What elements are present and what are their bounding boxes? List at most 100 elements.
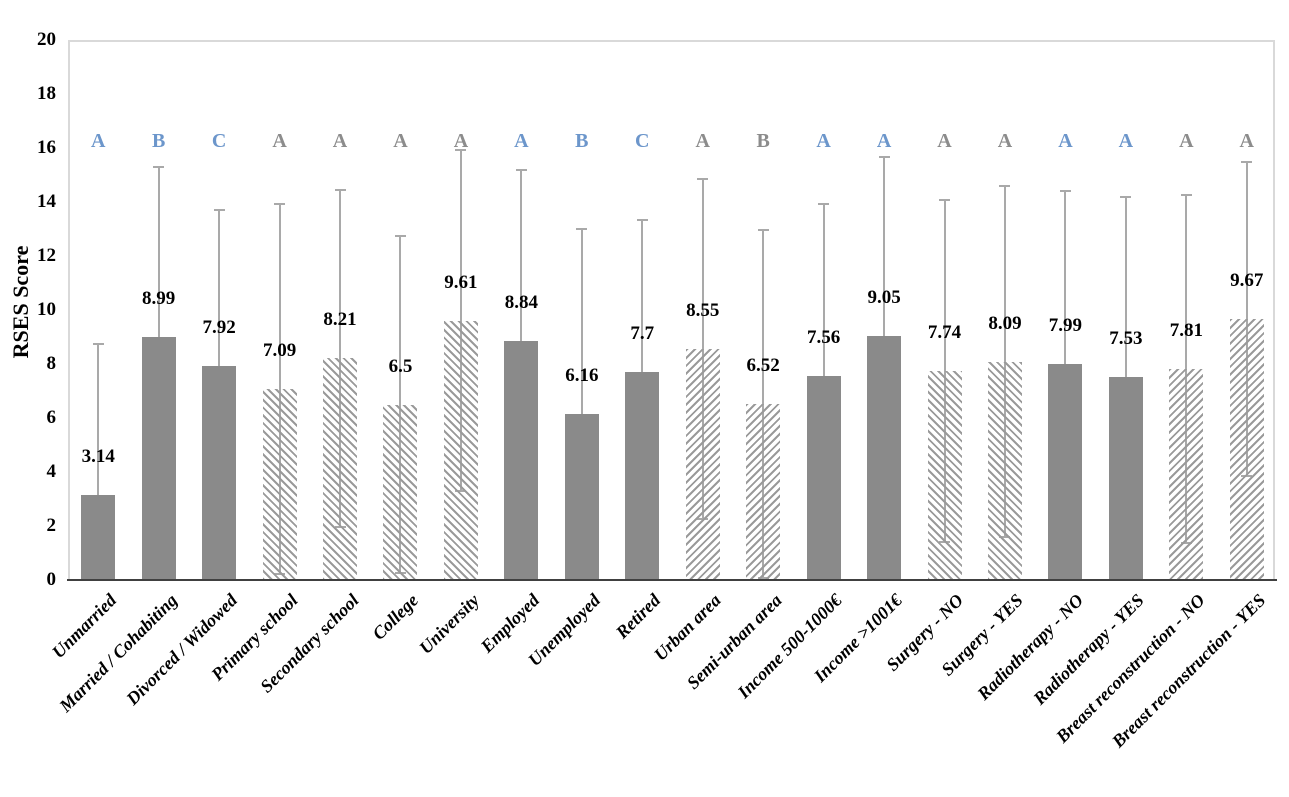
y-tick-label: 8 [46,353,57,374]
y-tick-label: 4 [46,461,57,482]
bar-hatched [443,320,478,580]
value-label: 6.52 [746,354,780,376]
error-bar-line [1245,162,1248,476]
error-bar-top-cap [878,156,890,159]
error-bar-top-cap [334,188,346,191]
significance-letter: A [1058,130,1073,152]
error-bar-top-cap [757,228,769,231]
x-category-label: Divorced / Widowed [122,590,242,709]
significance-letter: C [211,130,227,152]
value-label: 9.67 [1230,269,1264,291]
bar-hatched [987,361,1022,580]
significance-letter: A [695,130,710,152]
x-category-label: Radiotherapy - NO [973,590,1088,704]
y-tick-label: 16 [37,137,56,158]
value-label: 7.99 [1048,315,1083,337]
error-bar-top-cap [455,149,467,152]
error-bar-line [97,344,100,580]
value-label: 6.5 [388,355,413,377]
significance-letter: A [1179,130,1194,152]
value-label: 7.09 [262,339,297,361]
error-bar-line [762,229,765,579]
bar-solid [564,413,599,580]
value-label: 7.56 [807,326,841,348]
significance-letter: A [997,130,1013,152]
error-bar-top-cap [636,218,648,221]
error-bar-top-cap [92,343,104,346]
significance-letter: A [1239,130,1254,152]
error-bar-line [278,203,281,574]
value-label: 6.16 [565,364,599,386]
bar-solid [625,372,660,580]
error-bar-top-cap [515,168,527,171]
error-bar-line [1185,194,1188,544]
bar-solid [1108,376,1143,580]
significance-letter: A [332,130,348,152]
value-label: 8.21 [323,309,357,331]
bar-solid [141,337,176,580]
significance-letter: B [756,130,770,152]
significance-letter: A [1118,130,1134,152]
error-bar-line [520,169,523,513]
error-bar-top-cap [213,208,225,211]
error-bar-line [883,157,886,514]
y-tick-label: 14 [37,191,56,212]
error-bar-top-cap [939,198,951,201]
bar-hatched [927,371,962,580]
significance-letter: C [635,130,650,152]
bar-solid [81,495,116,580]
value-label: 7.7 [630,323,655,345]
bar-solid [202,366,237,580]
error-bar-top-cap [1180,193,1192,196]
value-label: 8.99 [142,288,176,310]
x-category-label: Income 500-1000€ [733,590,846,703]
y-tick-label: 2 [46,515,57,536]
significance-letter: A [876,130,892,152]
bar-solid [1048,364,1083,580]
bar-solid [867,335,902,580]
error-bar-top-cap [999,185,1011,188]
value-label: 9.61 [444,271,478,293]
significance-letter: B [575,130,589,152]
error-bar-top-cap [576,227,588,230]
bar-hatched [746,403,781,580]
significance-letter: A [514,130,529,152]
bar-hatched [262,388,297,580]
significance-letter: A [393,130,408,152]
x-category-label: Radiotherapy - YES [1029,590,1149,709]
error-bar-top-cap [818,203,830,206]
y-tick-label: 0 [46,569,57,590]
bar-hatched [1169,369,1204,580]
value-label: 9.05 [867,286,901,308]
error-bar-top-cap [697,178,709,181]
error-bar-line [943,199,946,543]
error-bar-line [1124,197,1127,557]
y-tick-label: 18 [37,83,56,104]
bar-hatched [685,349,720,580]
error-bar-top-cap [274,202,286,205]
error-bar-top-cap [1120,196,1132,199]
error-bar-line [822,204,825,548]
error-bar-top-cap [1241,161,1253,164]
error-bar-top-cap [153,166,165,169]
value-label: 3.14 [81,446,115,468]
error-bar-line [157,167,160,508]
plot-area [68,40,1275,580]
error-bar-top-cap [394,234,406,237]
x-category-label: Retired [612,590,665,643]
x-axis-line [67,579,1277,581]
bar-hatched [1229,318,1264,580]
value-label: 8.09 [988,312,1022,334]
y-tick-label: 6 [46,407,57,428]
bar-hatched [323,358,358,580]
bar-hatched [383,404,418,580]
significance-letter: A [272,130,287,152]
value-label: 7.74 [927,322,962,344]
value-label: 8.55 [686,300,720,322]
value-label: 7.53 [1109,327,1143,349]
x-category-label: College [368,590,423,644]
y-tick-label: 12 [37,245,56,266]
error-bar-line [580,228,583,580]
bar-solid [806,375,841,580]
